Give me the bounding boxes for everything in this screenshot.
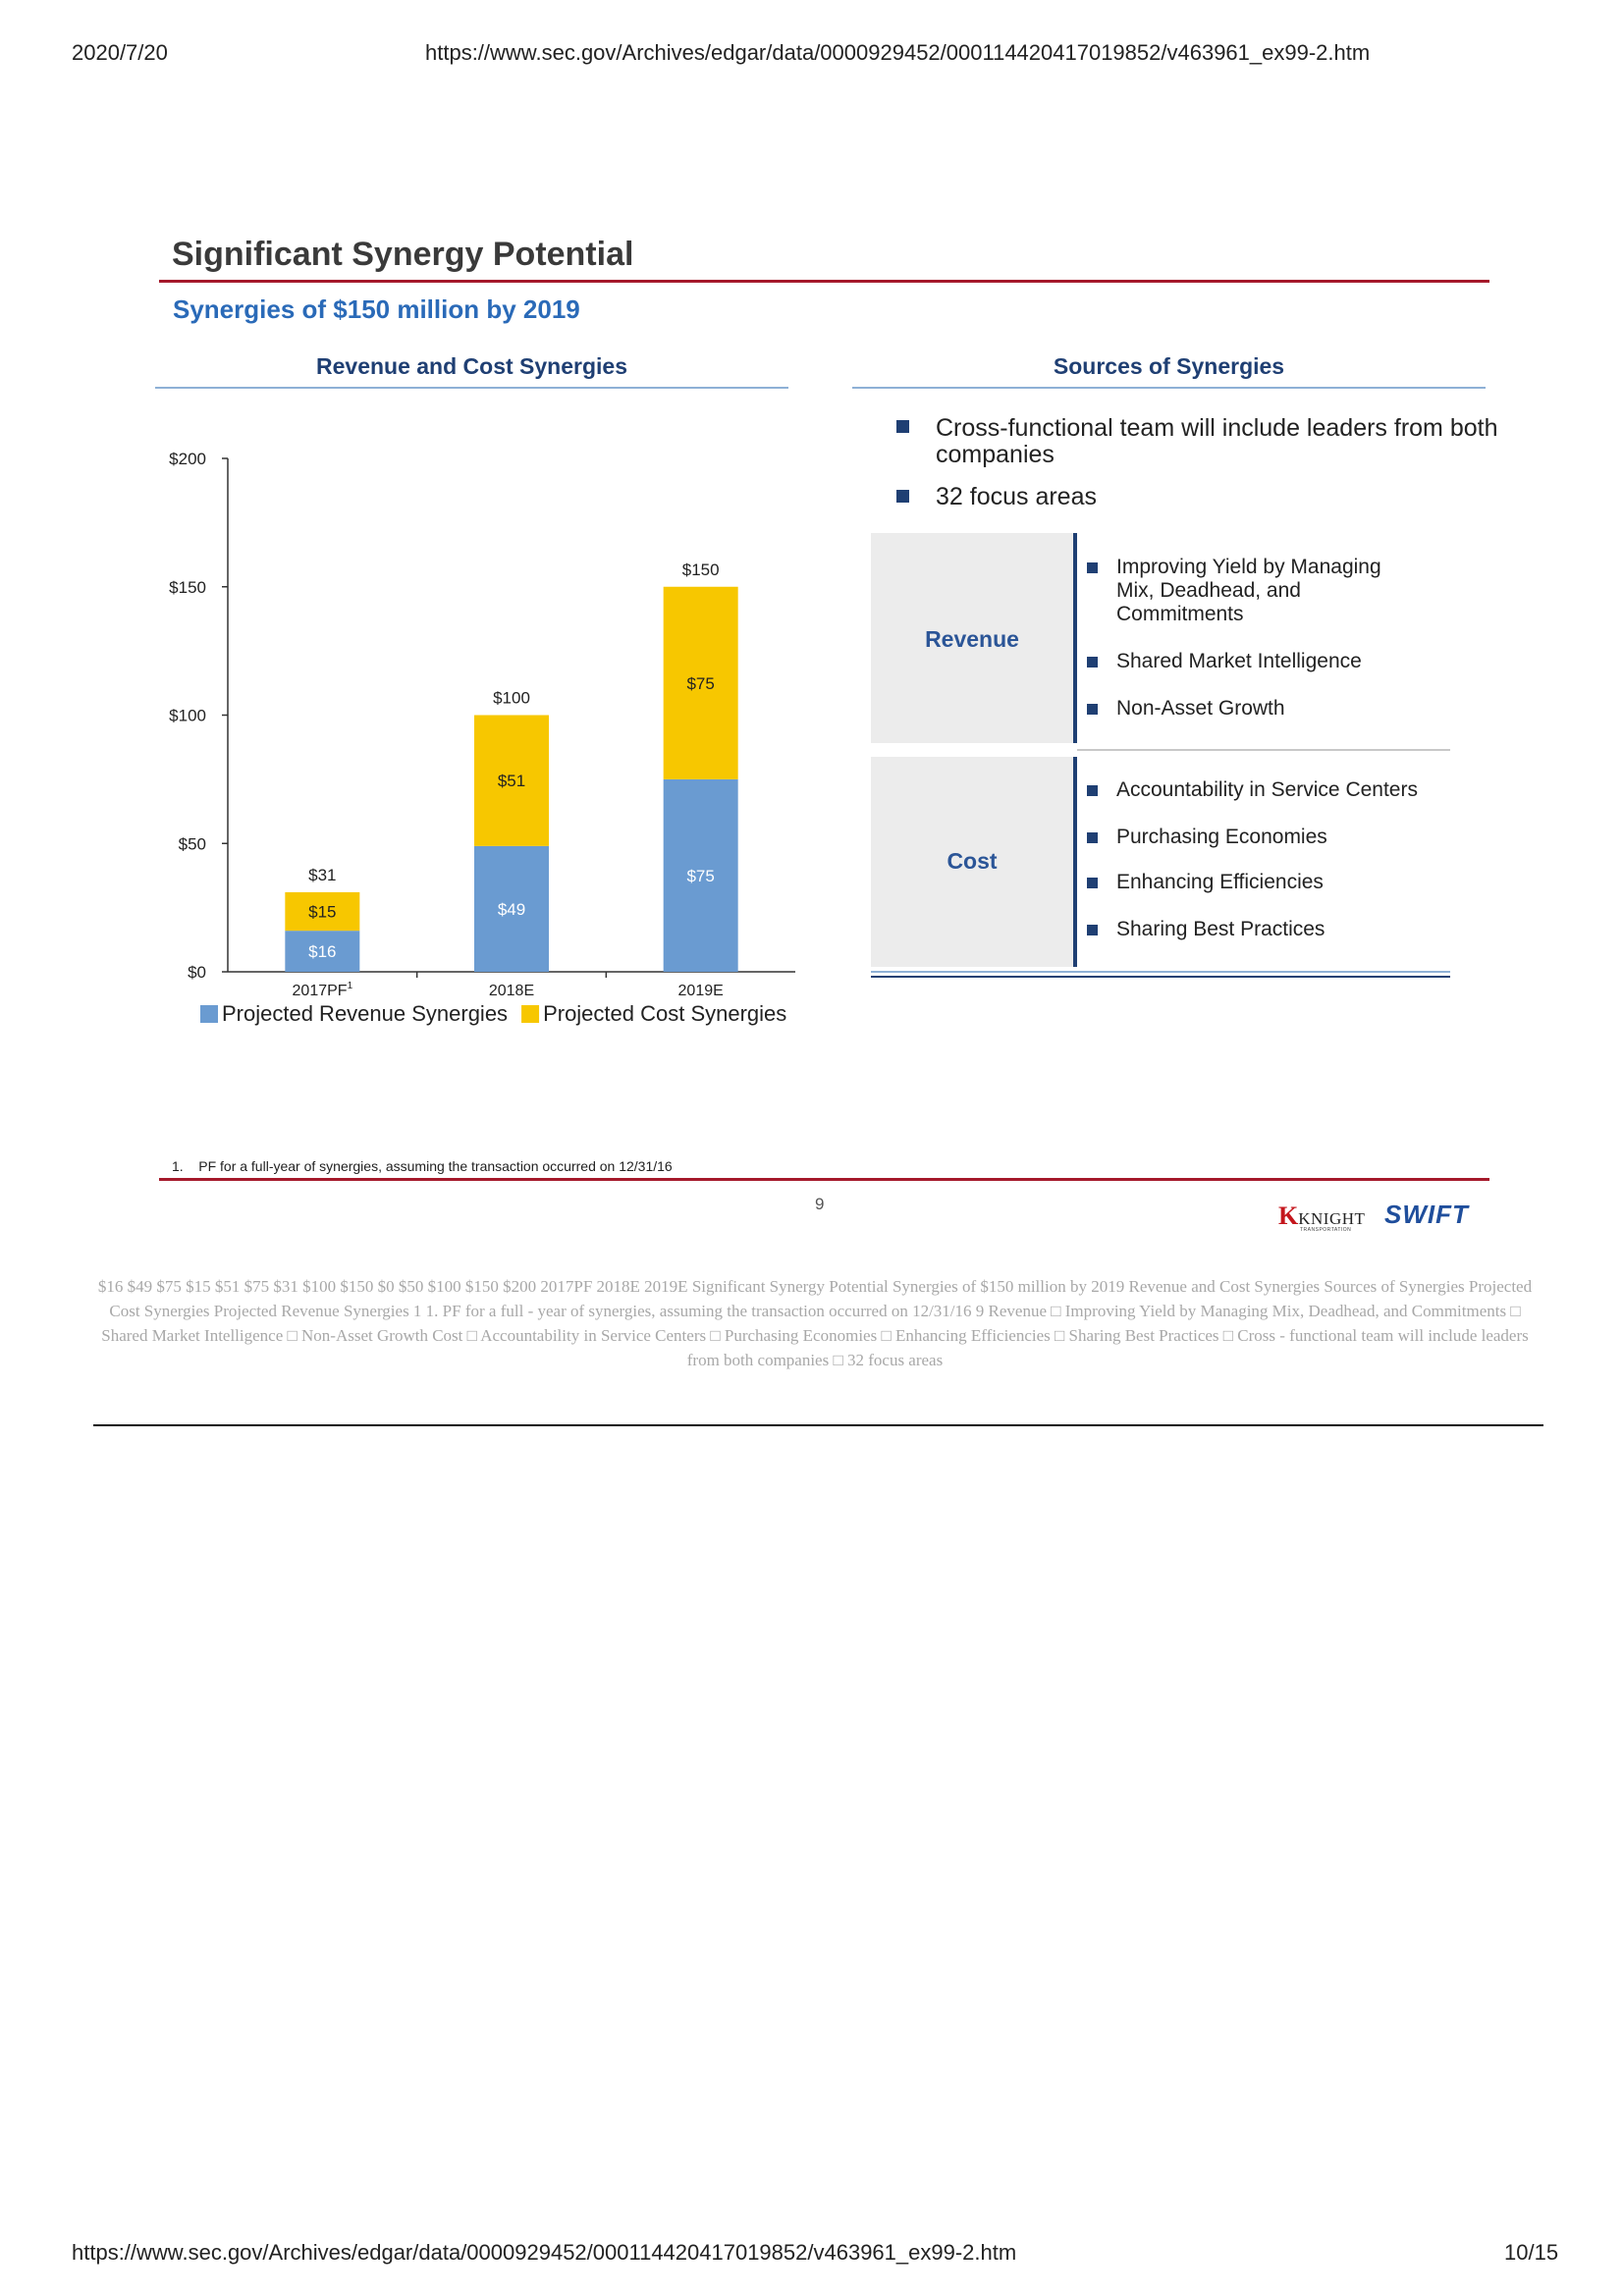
y-tick-label: $0 (188, 963, 206, 982)
revenue-box-rule (1077, 749, 1450, 751)
list-square-icon (1087, 704, 1098, 715)
revenue-item-market: Shared Market Intelligence (1116, 650, 1362, 672)
left-panel-heading: Revenue and Cost Synergies (316, 353, 627, 379)
revenue-item-yield-2: Mix, Deadhead, and (1116, 579, 1301, 602)
revenue-box-label: Revenue (925, 626, 1019, 652)
cost-box-rule (871, 971, 1450, 973)
slide-title: Significant Synergy Potential (172, 236, 634, 273)
page-bottom-rule (93, 1424, 1543, 1426)
cost-box-label: Cost (947, 848, 998, 874)
legend-entry: Projected Revenue Synergies (222, 1001, 508, 1026)
revenue-box (871, 533, 1073, 743)
bar-segment (663, 586, 738, 779)
total-label: $150 (682, 561, 720, 579)
cost-item-purchasing: Purchasing Economies (1116, 826, 1327, 848)
footnote-superscript: 1 (348, 981, 353, 991)
list-square-icon (1087, 562, 1098, 573)
list-square-icon (1087, 925, 1098, 935)
y-tick-label: $150 (169, 578, 206, 597)
y-tick-label: $50 (179, 834, 206, 853)
print-url-bottom[interactable]: https://www.sec.gov/Archives/edgar/data/… (72, 2240, 1017, 2265)
list-square-icon (1087, 878, 1098, 888)
cost-box (871, 757, 1073, 967)
data-label: $15 (308, 903, 336, 922)
right-panel-rule (852, 387, 1486, 389)
legend-swatch (521, 1005, 540, 1023)
list-square-icon (1087, 785, 1098, 796)
bullet-cross-functional-cont: companies (936, 441, 1055, 468)
cost-item-efficiencies: Enhancing Efficiencies (1116, 871, 1324, 893)
print-date: 2020/7/20 (72, 40, 168, 65)
right-panel-heading: Sources of Synergies (1053, 353, 1285, 379)
cost-item-best-practices: Sharing Best Practices (1116, 918, 1325, 940)
cost-item-accountability: Accountability in Service Centers (1116, 778, 1418, 801)
bullet-focus-areas: 32 focus areas (936, 483, 1097, 510)
y-tick-label: $200 (169, 450, 206, 468)
total-label: $100 (493, 689, 530, 708)
bullet-square-icon (896, 490, 909, 503)
bullet-square-icon (896, 420, 909, 433)
left-panel-rule (155, 387, 788, 389)
cost-box-divider (1073, 757, 1077, 967)
x-tick-label: 2018E (489, 983, 534, 999)
data-label: $75 (686, 674, 714, 693)
bar-segment (285, 891, 360, 932)
bar-segment (474, 715, 549, 846)
list-square-icon (1087, 832, 1098, 843)
cost-box-rule-dark (871, 976, 1450, 978)
synergy-bar-chart: $0 $50 $100 $150 $200 $16 $15 $31 2017PF1 $49 $51 $… (169, 450, 795, 1026)
bar-segment (474, 845, 549, 972)
bar-segment (663, 778, 738, 972)
bullet-cross-functional: Cross-functional team will include leade… (936, 414, 1498, 442)
data-label: $75 (686, 867, 714, 885)
data-label: $49 (498, 900, 525, 919)
revenue-item-yield-3: Commitments (1116, 603, 1244, 625)
knight-logo: KKNIGHT TRANSPORTATION (1278, 1201, 1366, 1233)
slide-subtitle: Synergies of $150 million by 2019 (173, 294, 580, 324)
ocr-text-layer: $16 $49 $75 $15 $51 $75 $31 $100 $150 $0… (97, 1277, 1533, 1369)
revenue-item-yield-1: Improving Yield by Managing (1116, 556, 1381, 578)
footnote: 1. PF for a full-year of synergies, assu… (172, 1158, 673, 1174)
y-tick-label: $100 (169, 707, 206, 725)
bar-segment (285, 931, 360, 972)
swift-logo: SWIFT (1384, 1200, 1469, 1229)
slide-page-number: 9 (815, 1195, 825, 1213)
print-url-top[interactable]: https://www.sec.gov/Archives/edgar/data/… (425, 40, 1371, 65)
x-tick-label: 2019E (678, 983, 724, 999)
revenue-box-divider (1073, 533, 1077, 743)
list-square-icon (1087, 657, 1098, 667)
x-tick-label: 2017PF1 (293, 981, 353, 999)
legend-entry: Projected Cost Synergies (543, 1001, 786, 1026)
footer-rule (159, 1178, 1489, 1181)
total-label: $31 (308, 866, 336, 884)
print-page-count: 10/15 (1504, 2240, 1559, 2265)
title-rule (159, 280, 1489, 283)
data-label: $16 (308, 942, 336, 961)
revenue-item-nonasset: Non-Asset Growth (1116, 697, 1285, 720)
data-label: $51 (498, 772, 525, 790)
legend-swatch (200, 1005, 218, 1023)
